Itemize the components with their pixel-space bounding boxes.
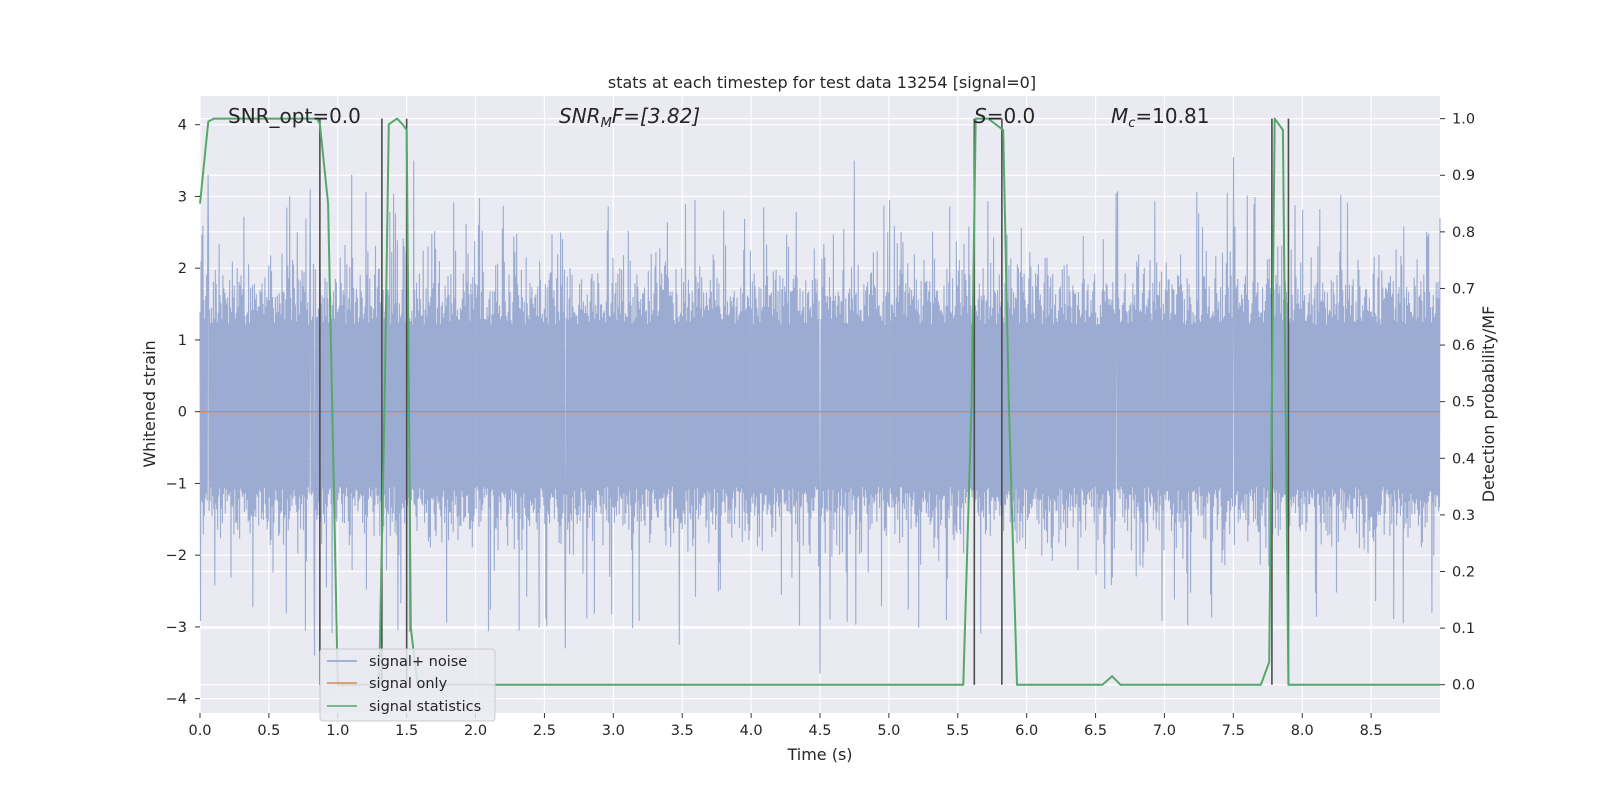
y-tick-label: −1 [166,476,187,492]
annotation-snr-mf-value: F=[3.82] [612,104,700,128]
x-tick-label: 3.5 [671,723,694,739]
y2-tick-label: 0.1 [1452,621,1475,637]
y2-tick-label: 1.0 [1452,112,1475,128]
annotation-snr-mf-subscript: M [601,116,612,131]
y2-tick-label: 0.5 [1452,395,1475,411]
x-tick-label: 4.0 [740,723,763,739]
y2-tick-label: 0.0 [1452,678,1475,694]
y2-tick-label: 0.8 [1452,225,1475,241]
y2-tick-label: 0.7 [1452,281,1475,297]
annotation-snr-mf-symbol: SNR [559,104,601,128]
legend-label-signal-noise: signal+ noise [369,654,467,670]
annotation-s-value: =0.0 [987,104,1036,128]
y-tick-label: −2 [166,548,187,564]
annotation-snr-opt: SNR_opt=0.0 [228,104,361,128]
legend-label-signal-only: signal only [369,676,448,692]
y2-tick-label: 0.3 [1452,508,1475,524]
x-tick-label: 0.0 [188,723,211,739]
y-axis-label: Whitened strain [140,340,159,467]
x-tick-label: 2.0 [464,723,487,739]
y-tick-label: 4 [178,118,187,134]
y-tick-label: −4 [166,692,187,708]
signal-statistics-series [199,117,1440,686]
x-tick-label: 6.0 [1015,723,1038,739]
x-tick-label: 5.0 [877,723,900,739]
y-tick-label: 3 [178,189,187,205]
x-tick-label: 1.0 [326,723,349,739]
y-tick-label: 2 [178,261,187,277]
legend-label-signal-statistics: signal statistics [369,699,481,715]
y2-tick-label: 0.6 [1452,338,1475,354]
x-axis-label: Time (s) [786,745,852,764]
x-tick-label: 2.5 [533,723,556,739]
y-tick-label: 0 [178,405,187,421]
annotation-s-symbol: S [974,104,987,128]
y2-tick-label: 0.2 [1452,564,1475,580]
x-tick-label: 4.5 [808,723,831,739]
annotation-snr-mf: SNRMF=[3.82] [559,104,700,131]
y2-tick-label: 0.9 [1452,168,1475,184]
annotation-mc-value: =10.81 [1135,104,1209,128]
x-tick-label: 8.5 [1360,723,1383,739]
x-tick-label: 8.0 [1291,723,1314,739]
y2-axis-label: Detection probability/MF [1479,306,1498,503]
x-tick-label: 0.5 [257,723,280,739]
annotation-mc: Mc=10.81 [1111,104,1209,131]
y-tick-label: 1 [178,333,187,349]
annotation-mc-subscript: c [1128,116,1135,131]
y-tick-label: −3 [166,620,187,636]
x-tick-label: 5.5 [946,723,969,739]
x-tick-label: 3.0 [602,723,625,739]
x-tick-label: 7.5 [1222,723,1245,739]
axis-ticks: 0.0 0.5 1.0 1.5 2.0 2.5 3.0 3.5 4.0 4.5 5.0 5.5 6.0 6… [166,112,1475,739]
chart-title: stats at each timestep for test data 132… [608,73,1036,92]
y2-tick-label: 0.4 [1452,451,1475,467]
annotation-s: S=0.0 [974,104,1035,128]
annotation-mc-symbol: M [1111,104,1128,128]
x-tick-label: 6.5 [1084,723,1107,739]
legend-box [319,648,496,722]
x-tick-label: 1.5 [395,723,418,739]
legend: signal+ noise signal only signal statist… [319,648,496,722]
x-tick-label: 7.0 [1153,723,1176,739]
signal-statistics-line [199,117,1440,686]
